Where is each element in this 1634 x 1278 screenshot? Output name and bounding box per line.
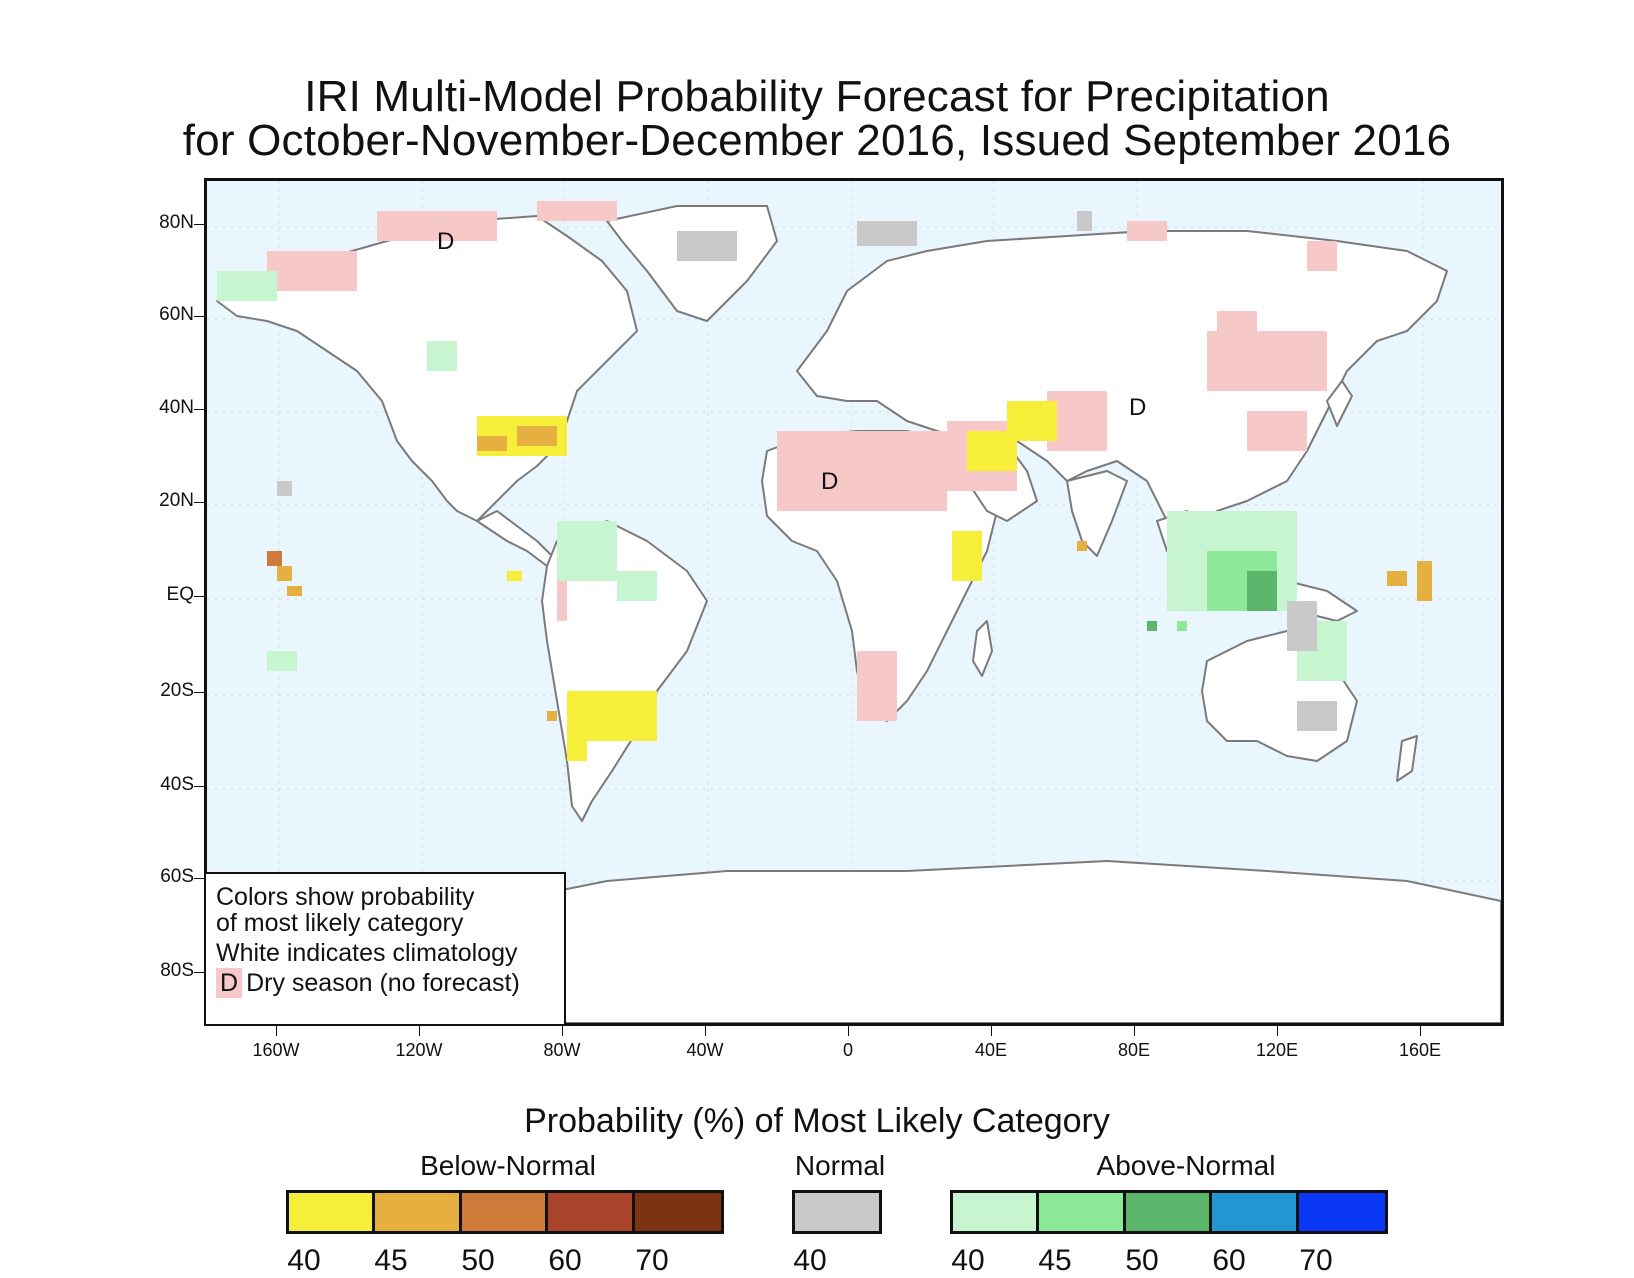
- colorbar-above-normal: [950, 1190, 1388, 1234]
- colorbar-tick: 60: [548, 1244, 582, 1277]
- lon-tick: [705, 1026, 706, 1036]
- lat-label-20s: 20S: [160, 680, 194, 701]
- lon-label-80e: 80E: [1117, 1040, 1151, 1060]
- lon-label-160w: 160W: [252, 1040, 300, 1060]
- dry-marker-canada: D: [437, 228, 454, 255]
- lat-label-40s: 40S: [160, 774, 194, 795]
- colorbar-tick: 45: [374, 1244, 408, 1277]
- lat-label-20n: 20N: [159, 490, 194, 511]
- lon-label-0: 0: [842, 1040, 853, 1060]
- legend-line1: Colors show probability: [216, 883, 475, 911]
- dry-season-text: Dry season (no forecast): [246, 969, 520, 997]
- colorbar-label-below-normal: Below-Normal: [420, 1150, 596, 1181]
- lon-tick: [991, 1026, 992, 1036]
- india-landmass: [1066, 470, 1128, 557]
- legend-line2: of most likely category: [216, 909, 464, 937]
- lat-label-80n: 80N: [159, 212, 194, 233]
- colorbar-tick: 45: [1038, 1244, 1072, 1277]
- legend-line3: White indicates climatology: [216, 939, 518, 967]
- central-america-landmass: [476, 510, 553, 567]
- colorbar-swatch: [375, 1193, 462, 1231]
- lat-tick: [194, 972, 204, 973]
- colorbar-swatch: [795, 1193, 879, 1231]
- lat-tick: [194, 786, 204, 787]
- madagascar-landmass: [972, 620, 993, 677]
- lat-label-40n: 40N: [159, 397, 194, 418]
- colorbar-swatch: [289, 1193, 376, 1231]
- normal-regions: [277, 211, 1337, 731]
- colorbar-below-normal: [286, 1190, 724, 1234]
- colorbar-label-normal: Normal: [794, 1150, 886, 1181]
- colorbar-tick: 40: [793, 1244, 827, 1277]
- dry-marker-sahara: D: [821, 468, 838, 495]
- lat-label-60n: 60N: [159, 304, 194, 325]
- lat-label-60s: 60S: [160, 866, 194, 887]
- colorbar-title: Probability (%) of Most Likely Category: [524, 1102, 1110, 1140]
- lon-label-80w: 80W: [543, 1040, 581, 1060]
- colorbar-tick: 50: [461, 1244, 495, 1277]
- colorbar-swatch: [1039, 1193, 1126, 1231]
- lat-label-eq: EQ: [166, 584, 194, 605]
- lon-label-40e: 40E: [974, 1040, 1008, 1060]
- lon-tick: [562, 1026, 563, 1036]
- japan-landmass: [1326, 380, 1353, 427]
- colorbar-swatch: [634, 1193, 721, 1231]
- map-title-line1: IRI Multi-Model Probability Forecast for…: [304, 72, 1330, 121]
- colorbar-swatch: [1212, 1193, 1299, 1231]
- lat-label-80s: 80S: [160, 960, 194, 981]
- greenland-landmass: [606, 205, 778, 322]
- colorbar-swatch: [461, 1193, 549, 1231]
- colorbar-tick: 70: [635, 1244, 669, 1277]
- lon-label-40w: 40W: [686, 1040, 724, 1060]
- lat-tick: [194, 224, 204, 225]
- colorbar-label-above-normal: Above-Normal: [1096, 1150, 1276, 1181]
- colorbar-tick: 50: [1125, 1244, 1159, 1277]
- colorbar-normal: [792, 1190, 882, 1234]
- lon-tick: [276, 1026, 277, 1036]
- lon-tick: [1420, 1026, 1421, 1036]
- dry-season-chip: D: [216, 968, 243, 998]
- lon-tick: [1134, 1026, 1135, 1036]
- colorbar-tick: 40: [287, 1244, 321, 1277]
- lat-tick: [194, 409, 204, 410]
- colorbar-swatch: [953, 1193, 1040, 1231]
- colorbar-swatch: [1125, 1193, 1213, 1231]
- colorbar-swatch: [1298, 1193, 1385, 1231]
- lon-label-160e: 160E: [1398, 1040, 1442, 1060]
- lon-tick: [419, 1026, 420, 1036]
- lat-tick: [194, 316, 204, 317]
- below-normal-regions: [267, 401, 1432, 761]
- colorbar-swatch: [548, 1193, 635, 1231]
- colorbar-tick: 70: [1299, 1244, 1333, 1277]
- dry-marker-asia: D: [1129, 394, 1146, 421]
- map-legend-box: Colors show probability of most likely c…: [204, 872, 566, 1026]
- lat-tick: [194, 596, 204, 597]
- lon-label-120w: 120W: [395, 1040, 443, 1060]
- lon-tick: [848, 1026, 849, 1036]
- lat-tick: [194, 878, 204, 879]
- legend-dry-row: D Dry season (no forecast): [216, 968, 554, 998]
- colorbar-tick: 60: [1212, 1244, 1246, 1277]
- map-title-line2: for October-November-December 2016, Issu…: [182, 116, 1452, 165]
- lon-tick: [1277, 1026, 1278, 1036]
- world-map-frame: D D D: [204, 178, 1504, 1026]
- colorbar-tick: 40: [951, 1244, 985, 1277]
- world-map-svg: D D D: [207, 181, 1501, 1023]
- new-zealand-landmass: [1396, 735, 1418, 782]
- above-normal-regions: [217, 271, 1347, 681]
- lat-tick: [194, 502, 204, 503]
- lon-label-120e: 120E: [1255, 1040, 1299, 1060]
- lat-tick: [194, 692, 204, 693]
- dry-season-markers: D D D: [437, 228, 1146, 495]
